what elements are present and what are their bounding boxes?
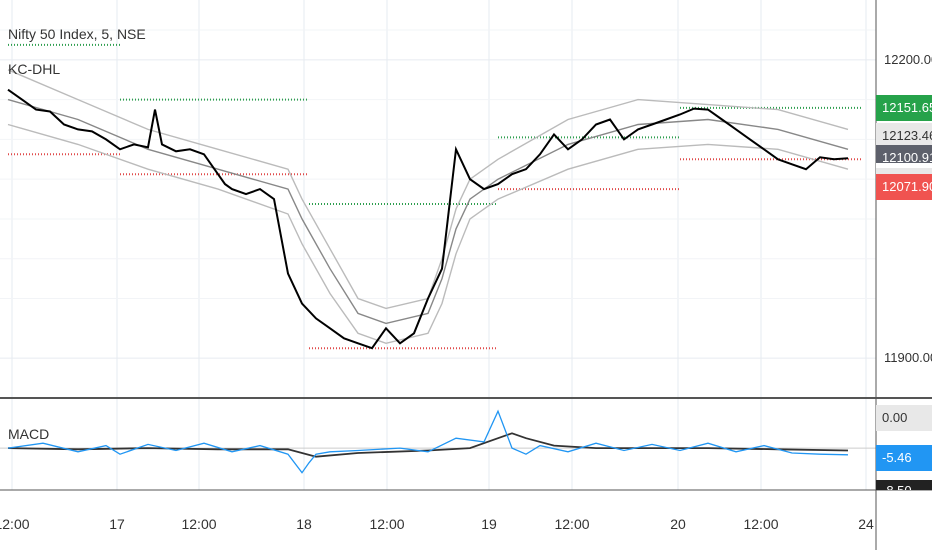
- price-tag: 12071.90: [876, 174, 932, 201]
- x-tick-label: 19: [481, 516, 497, 532]
- macd-tag: -5.46: [876, 445, 932, 471]
- middle-band-line: [7, 98, 849, 325]
- price-line: [7, 88, 849, 350]
- level-lines: [8, 43, 862, 350]
- x-tick-label: 12:00: [0, 516, 30, 532]
- macd-pane: [0, 409, 876, 474]
- price-tag: 12123.46: [876, 122, 932, 149]
- macd-tag: 0.00: [876, 405, 932, 431]
- x-tick-label: 12:00: [369, 516, 405, 532]
- x-tick-label: 12:00: [554, 516, 590, 532]
- indicator-label: KC-DHL: [8, 61, 61, 77]
- y-tick-label: 11900.00: [884, 350, 932, 366]
- macd-tag: -8.50: [876, 480, 932, 490]
- x-tick-label: 20: [670, 516, 686, 532]
- chart-title: Nifty 50 Index, 5, NSE: [8, 26, 146, 42]
- x-tick-label: 12:00: [743, 516, 779, 532]
- price-tag: 12151.65: [876, 94, 932, 121]
- signal-line: [7, 432, 849, 458]
- upper-band-line: [7, 69, 849, 310]
- macd-line: [7, 409, 849, 474]
- y-tick-label: 12200.00: [884, 51, 932, 67]
- lower-band-line: [7, 123, 849, 345]
- keltner-bands: [7, 69, 849, 345]
- x-tick-label: 17: [109, 516, 125, 532]
- x-tick-label: 24: [858, 516, 874, 532]
- macd-label: MACD: [8, 426, 50, 442]
- grid: [0, 0, 876, 490]
- x-tick-label: 12:00: [181, 516, 217, 532]
- x-tick-label: 18: [296, 516, 312, 532]
- price-series: [7, 88, 849, 350]
